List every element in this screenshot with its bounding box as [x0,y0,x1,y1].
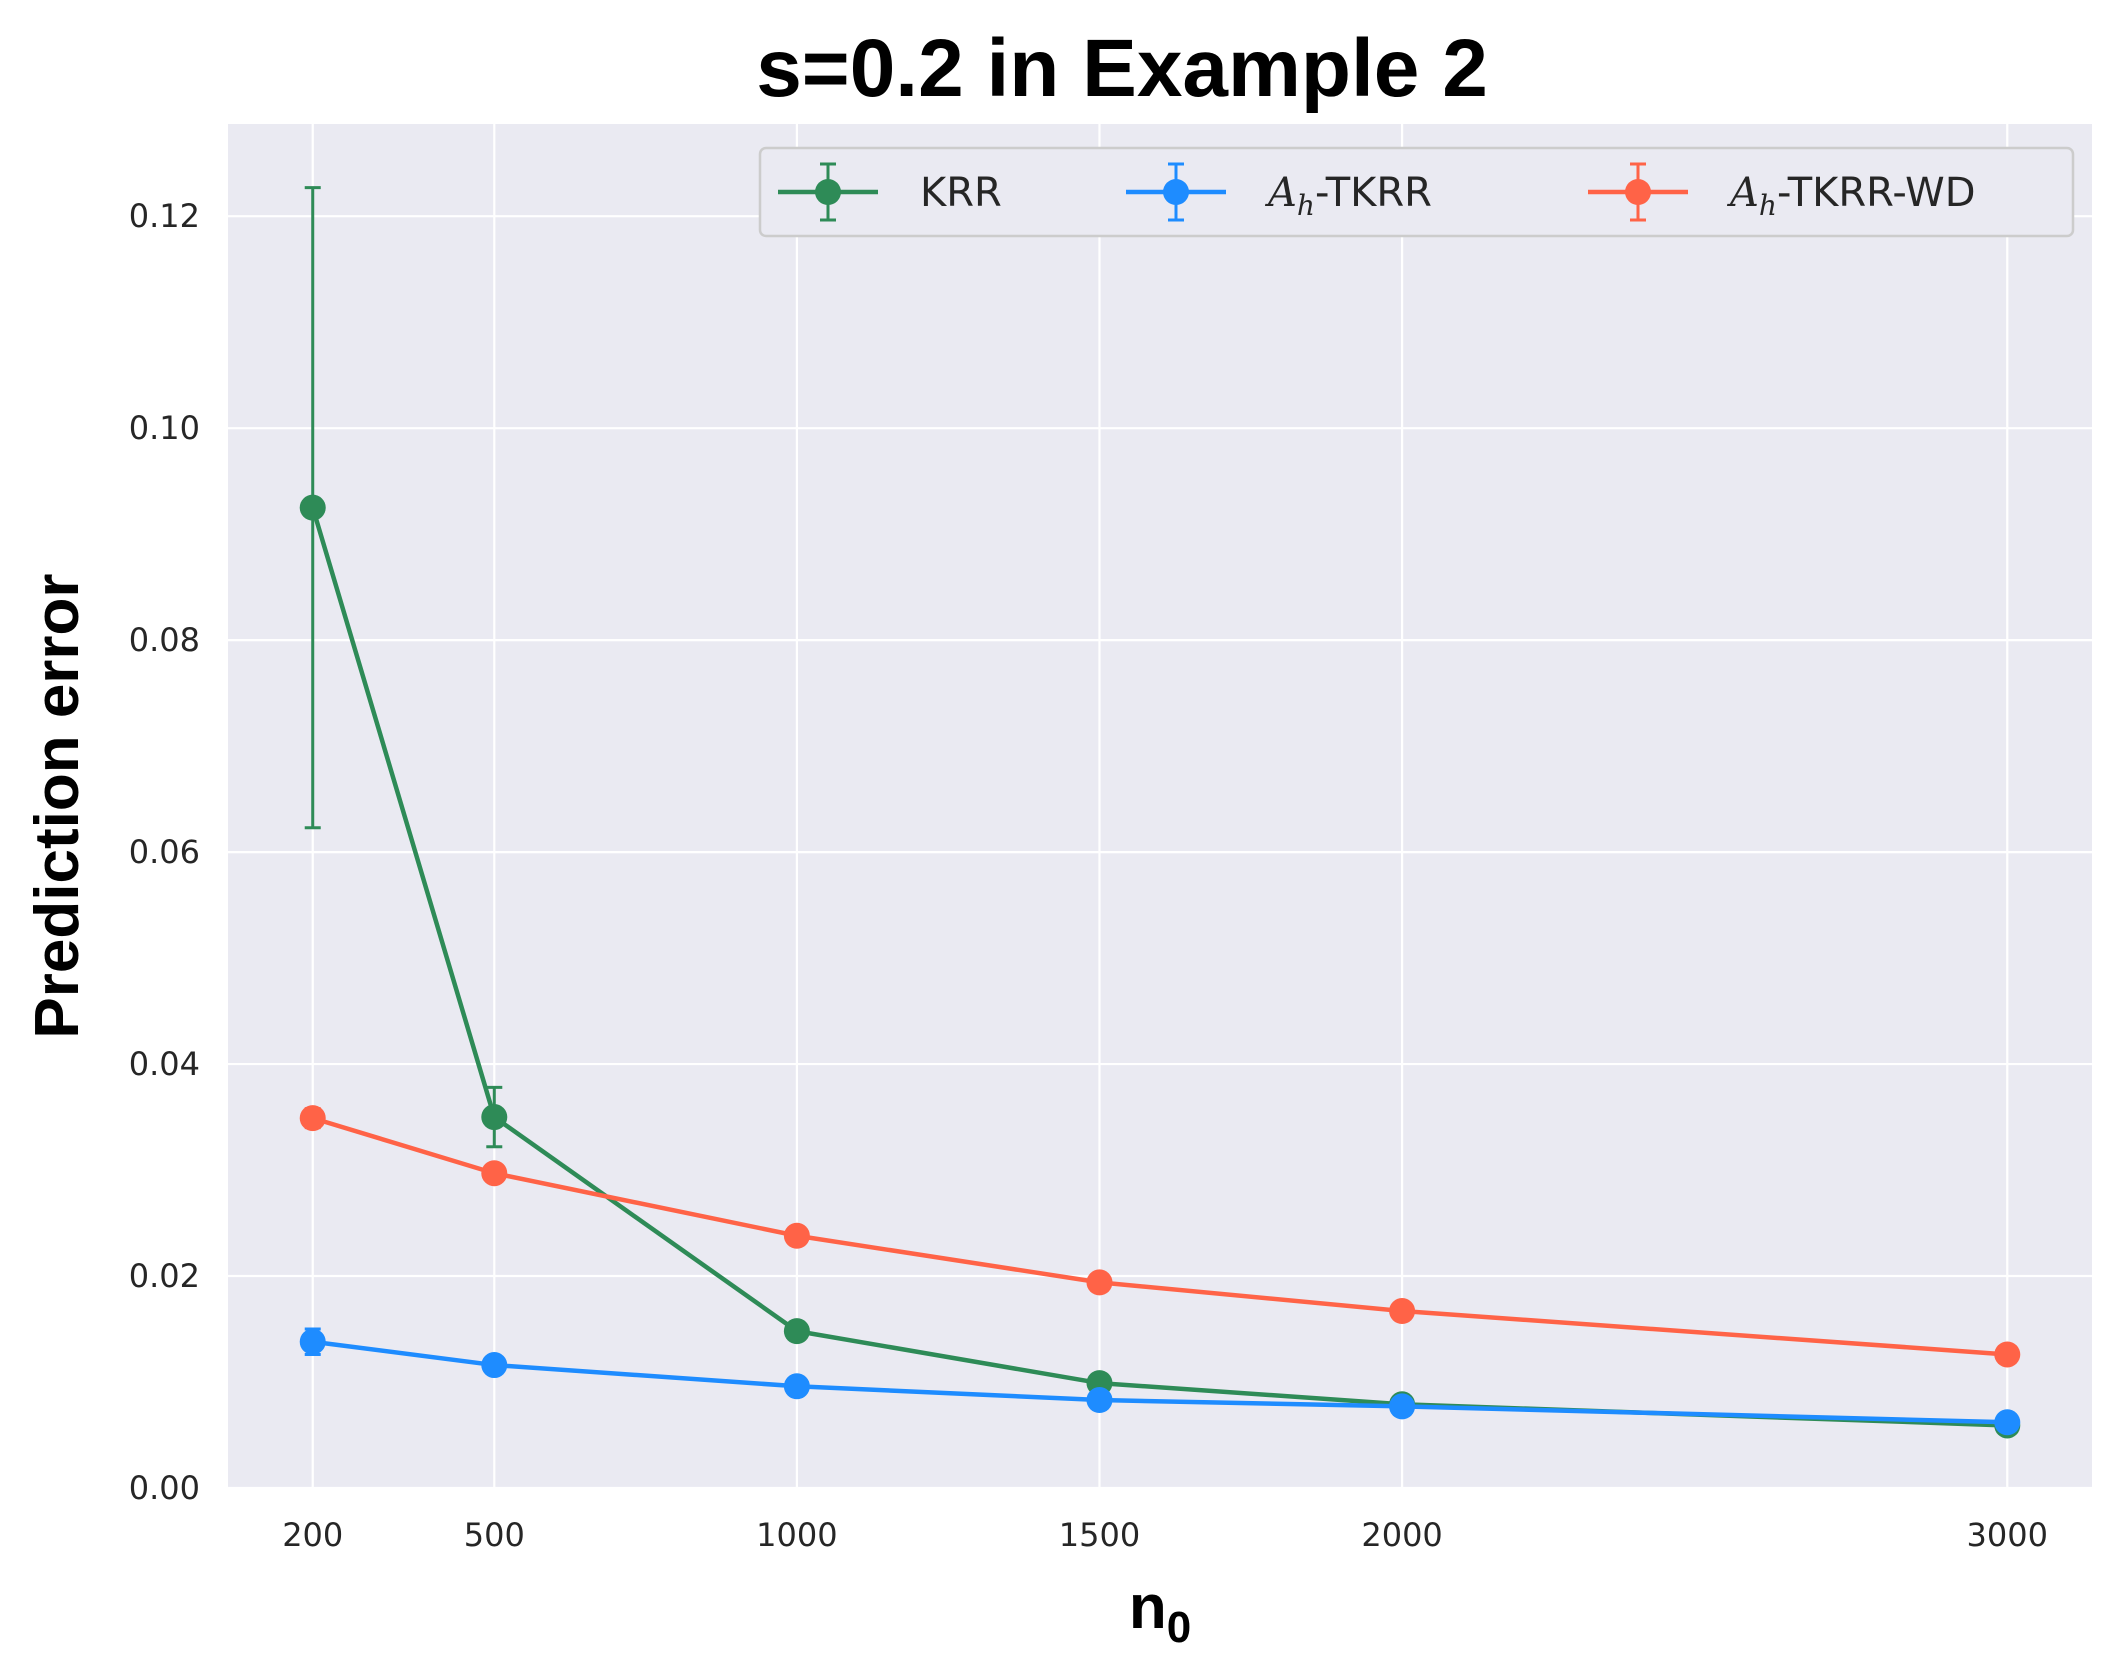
y-axis-label: Prediction error [23,573,92,1038]
data-point [1389,1393,1416,1420]
data-point [481,1160,508,1187]
series-3 [299,1105,2021,1368]
x-axis-ticks: 200 500 1000 1500 2000 3000 [282,1516,2048,1554]
legend-label-subscript: h [1297,189,1315,222]
legend-label-suffix: -TKRR-WD [1777,170,1976,216]
x-tick-label: 200 [282,1516,343,1554]
x-tick-label: 500 [464,1516,525,1554]
legend-entry: Ah-TKRR-WD [1588,162,1976,222]
legend-label: Ah-TKRR [1264,170,1432,222]
x-axis-label: n0 [1129,1573,1191,1652]
y-tick-label: 0.12 [129,197,200,235]
data-point [783,1222,810,1249]
plot-area [228,124,2092,1488]
legend: KRR Ah-TKRR Ah-TKRR-WD [758,146,2075,238]
legend-marker [1625,179,1651,205]
data-point [1994,1409,2021,1436]
y-tick-label: 0.04 [129,1045,200,1083]
data-point [299,1105,326,1132]
data-point [1389,1298,1416,1325]
legend-entry: KRR [778,162,1002,222]
x-tick-label: 2000 [1361,1516,1442,1554]
legend-marker [1163,179,1189,205]
legend-marker [815,179,841,205]
legend-label-symbol: A [1264,170,1297,216]
y-axis-ticks: 0.00 0.02 0.04 0.06 0.08 0.10 0.12 [129,197,200,1507]
legend-label-suffix: -TKRR [1315,170,1432,216]
series-layer [299,186,2021,1439]
legend-label: Ah-TKRR-WD [1726,170,1976,222]
data-point [783,1318,810,1345]
legend-entry: Ah-TKRR [1126,162,1432,222]
y-tick-label: 0.10 [129,409,200,447]
data-point [481,1104,508,1131]
legend-label: KRR [920,170,1002,216]
x-tick-label: 3000 [1967,1516,2048,1554]
data-point [1086,1269,1113,1296]
x-axis-label-main: n [1129,1573,1167,1642]
x-axis-label-subscript: 0 [1167,1603,1191,1652]
x-tick-label: 1000 [756,1516,837,1554]
legend-label-subscript: h [1759,189,1777,222]
y-tick-label: 0.02 [129,1257,200,1295]
series-line [312,1115,2008,1357]
data-point [481,1352,508,1379]
data-point [1994,1341,2021,1368]
series-line [312,1339,2008,1425]
data-point [299,1328,326,1355]
data-point [783,1373,810,1400]
data-point [1086,1387,1113,1414]
x-tick-label: 1500 [1059,1516,1140,1554]
series-2 [299,1327,2021,1436]
legend-box [758,146,2075,238]
y-tick-label: 0.06 [129,833,200,871]
legend-label-symbol: A [1726,170,1759,216]
data-point [299,494,326,521]
y-tick-label: 0.08 [129,621,200,659]
y-tick-label: 0.00 [129,1469,200,1507]
chart-title: s=0.2 in Example 2 [756,23,1488,114]
